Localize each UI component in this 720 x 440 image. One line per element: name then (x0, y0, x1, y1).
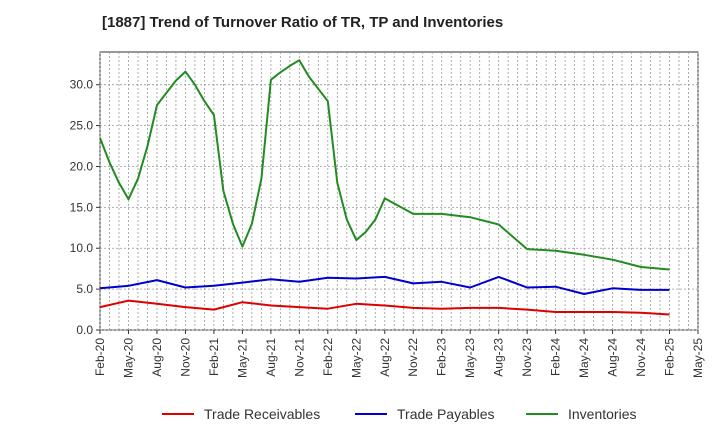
x-tick-label: May-20 (121, 338, 135, 378)
x-tick-label: Feb-20 (93, 338, 107, 376)
legend-label-trade-receivables: Trade Receivables (204, 406, 320, 422)
x-tick-label: Nov-21 (292, 338, 306, 377)
x-tick-label: May-25 (691, 338, 705, 378)
x-tick-label: Nov-24 (634, 338, 648, 377)
y-tick-label: 0.0 (76, 323, 93, 337)
legend-label-trade-payables: Trade Payables (397, 406, 495, 422)
series-line-trade-receivables (99, 299, 670, 316)
x-tick-label: Nov-20 (178, 338, 192, 377)
x-tick-label: Feb-23 (435, 338, 449, 376)
x-tick-label: Aug-22 (378, 338, 392, 377)
x-tick-label: Nov-22 (406, 338, 420, 377)
legend-label-inventories: Inventories (568, 406, 636, 422)
y-tick-label: 10.0 (70, 241, 94, 255)
x-tick-label: Aug-20 (150, 338, 164, 377)
chart-title: [1887] Trend of Turnover Ratio of TR, TP… (102, 14, 504, 31)
y-tick-label: 30.0 (70, 78, 94, 92)
x-tick-label: Aug-23 (492, 338, 506, 377)
x-tick-label: Feb-24 (549, 338, 563, 376)
x-tick-label: Feb-21 (207, 338, 221, 376)
series-line-inventories (99, 59, 670, 271)
x-tick-label: Feb-22 (321, 338, 335, 376)
y-tick-label: 15.0 (70, 200, 94, 214)
x-tick-label: May-21 (235, 338, 249, 378)
x-tick-label: Aug-24 (606, 338, 620, 377)
y-axis: 0.0 5.0 10.0 15.0 20.0 25.0 30.0 (70, 78, 100, 337)
y-tick-label: 25.0 (70, 119, 94, 133)
y-tick-label: 5.0 (76, 282, 93, 296)
plot-area (99, 51, 699, 331)
x-axis: Feb-20 May-20 Aug-20 Nov-20 Feb-21 May-21 Aug-… (93, 330, 705, 378)
x-tick-label: May-22 (349, 338, 363, 378)
y-tick-label: 20.0 (70, 159, 94, 173)
x-tick-label: May-23 (463, 338, 477, 378)
x-tick-label: Feb-25 (663, 338, 677, 376)
series-line-trade-payables (99, 275, 670, 295)
x-tick-label: May-24 (577, 338, 591, 378)
x-tick-label: Nov-23 (520, 338, 534, 377)
series-layer (99, 59, 670, 316)
legend: Trade Receivables Trade Payables Inventori… (162, 406, 636, 422)
x-tick-label: Aug-21 (264, 338, 278, 377)
